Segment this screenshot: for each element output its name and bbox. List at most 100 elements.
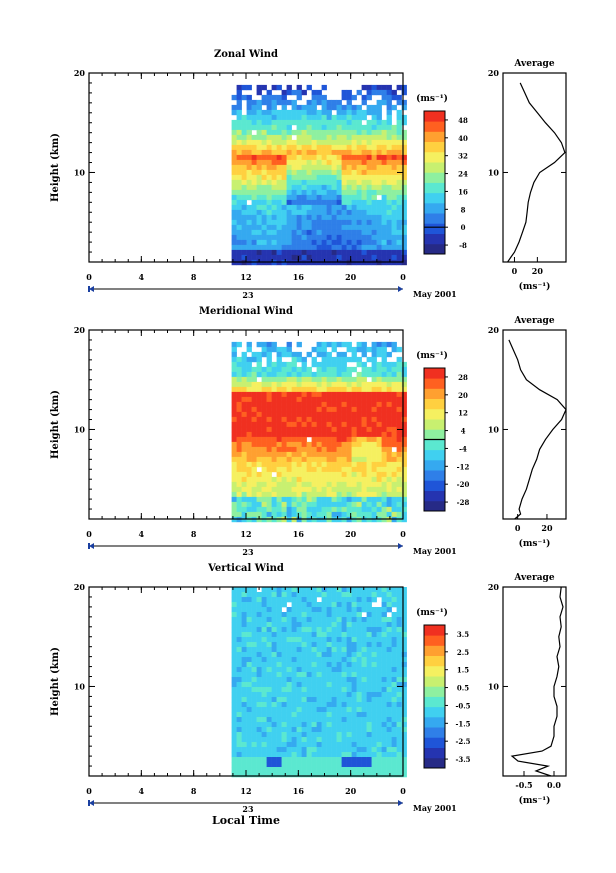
heatmap-cell [356,219,362,226]
heatmap-cell [306,401,312,408]
heatmap-cell [366,229,372,236]
heatmap-cell [296,84,302,91]
heatmap-cell [331,732,337,738]
heatmap-cell [306,496,312,503]
heatmap-cell [341,356,347,363]
heatmap-cell [376,119,382,126]
heatmap-cell [296,154,302,161]
heatmap-cell [381,84,387,91]
heatmap-cell [396,742,402,748]
heatmap-cell [296,652,302,658]
y-axis-label: Height (km) [50,390,61,459]
heatmap-cell [381,476,387,483]
heatmap-cell [341,119,347,126]
heatmap-cell [381,139,387,146]
heatmap-cell [351,366,357,373]
heatmap-cell [281,179,287,186]
heatmap-cell [271,244,277,251]
heatmap-cell [291,366,297,373]
heatmap-cell [351,682,357,688]
heatmap-cell [236,199,242,206]
heatmap-cell [326,371,332,378]
heatmap-cell [286,371,292,378]
heatmap-cell [386,712,392,718]
heatmap-cell [401,662,407,668]
colorbar-swatch [424,233,445,245]
heatmap-cell [386,426,392,433]
heatmap-cell [271,426,277,433]
heatmap-cell [376,682,382,688]
heatmap-cell [361,476,367,483]
heatmap-cell [341,134,347,141]
heatmap-cell [311,491,317,498]
heatmap-cell [396,139,402,146]
heatmap-cell [266,672,272,678]
heatmap-cell [311,184,317,191]
heatmap-cell [321,702,327,708]
heatmap-cell [346,597,352,603]
heatmap-cell [271,179,277,186]
heatmap-cell [281,692,287,698]
heatmap-cell [236,129,242,136]
heatmap-cell [256,511,262,518]
heatmap-cell [266,742,272,748]
heatmap-cell [261,446,267,453]
heatmap-cell [376,169,382,176]
heatmap-cell [281,481,287,488]
heatmap-cell [351,446,357,453]
heatmap-cell [316,702,322,708]
heatmap-cell [321,501,327,508]
heatmap-cell [276,617,282,623]
heatmap-cell [261,667,267,673]
heatmap-cell [376,99,382,106]
heatmap-cell [351,401,357,408]
heatmap-cell [241,662,247,668]
heatmap-cell [366,587,372,593]
colorbar-swatch [424,141,445,153]
heatmap-cell [401,84,407,91]
heatmap-cell [251,376,257,383]
heatmap-cell [366,732,372,738]
heatmap-cell [286,662,292,668]
heatmap-cell [266,732,272,738]
heatmap-cell [331,486,337,493]
heatmap-cell [331,592,337,598]
heatmap-cell [261,607,267,613]
heatmap-cell [276,687,282,693]
colorbar-tick-label: -0.5 [455,701,470,710]
heatmap-cell [276,662,282,668]
heatmap-cell [276,371,282,378]
heatmap-cell [271,752,277,758]
heatmap-cell [361,124,367,131]
heatmap-cell [301,431,307,438]
heatmap-cell [271,456,277,463]
heatmap-cell [361,592,367,598]
heatmap-cell [381,366,387,373]
heatmap-cell [236,627,242,633]
heatmap-cell [321,632,327,638]
heatmap-cell [331,506,337,513]
heatmap-cell [371,592,377,598]
heatmap-cell [356,632,362,638]
x-tick-label: 0 [86,272,92,282]
heatmap-cell [321,747,327,753]
heatmap-cell [401,592,407,598]
heatmap-cell [321,677,327,683]
heatmap-cell [261,154,267,161]
heatmap-cell [316,501,322,508]
heatmap-cell [306,84,312,91]
heatmap-cell [361,627,367,633]
heatmap-cell [396,617,402,623]
heatmap-cell [396,189,402,196]
heatmap-cell [231,592,237,598]
heatmap-cell [231,607,237,613]
heatmap-cell [381,119,387,126]
heatmap-cell [351,647,357,653]
heatmap-cell [386,451,392,458]
heatmap-cell [301,229,307,236]
heatmap-cell [386,456,392,463]
heatmap-cell [346,194,352,201]
heatmap-cell [301,752,307,758]
heatmap-cell [311,371,317,378]
heatmap-cell [381,752,387,758]
